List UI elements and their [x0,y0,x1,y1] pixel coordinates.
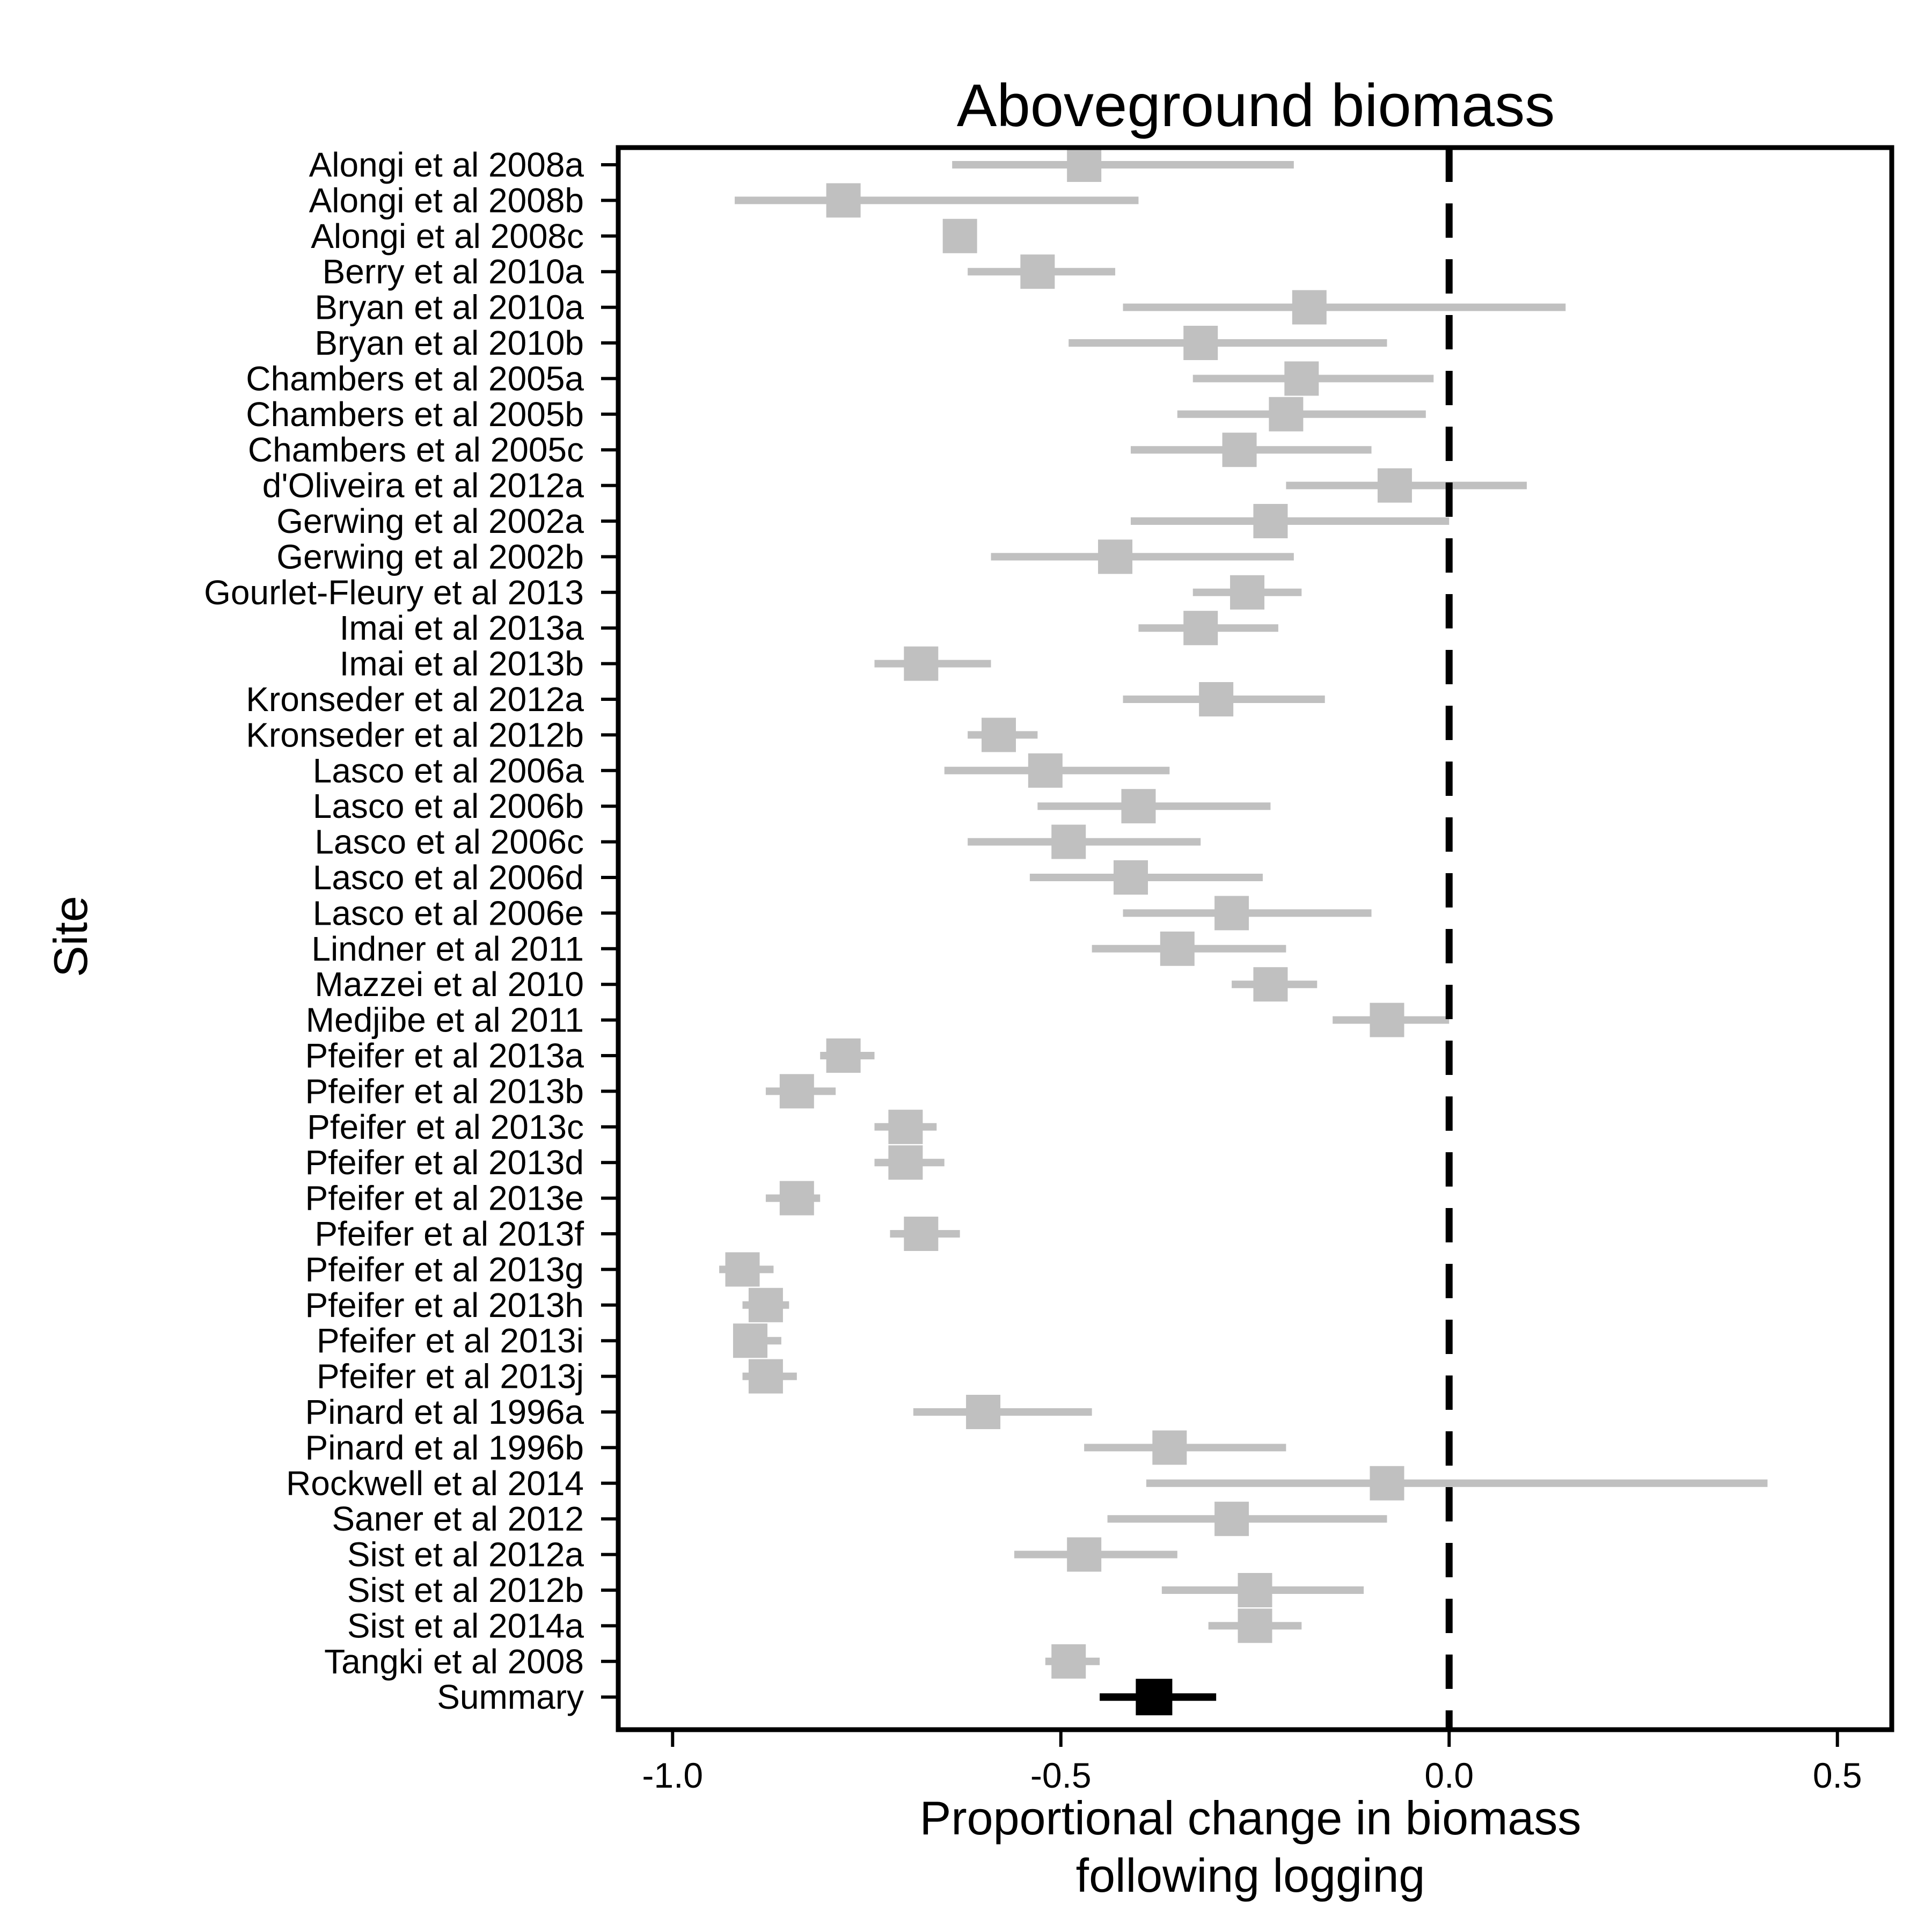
study-point [779,1181,814,1216]
site-label: Berry et al 2010a [323,252,584,291]
study-point [1230,575,1265,610]
site-label: Lasco et al 2006a [313,751,584,790]
study-point [966,1395,1001,1429]
site-label: Lasco et al 2006c [314,823,584,861]
study-point [748,1359,783,1394]
x-tick-label: -1.0 [642,1755,703,1795]
site-label: Pinard et al 1996b [305,1428,584,1467]
study-point [1238,1608,1272,1643]
study-point [888,1109,923,1144]
site-label: Pfeifer et al 2013e [305,1179,584,1218]
study-point [942,218,977,253]
site-label: Pinard et al 1996a [305,1393,584,1431]
site-label: Pfeifer et al 2013f [314,1214,584,1253]
study-point [826,183,861,218]
x-tick-label: 0.0 [1424,1755,1474,1795]
study-point [748,1287,783,1322]
site-label: Sist et al 2014a [347,1606,584,1645]
study-point [982,718,1016,752]
site-label: Chambers et al 2005c [248,430,584,469]
site-label: Imai et al 2013a [340,609,584,647]
study-point [1183,326,1218,360]
site-label: Bryan et al 2010a [314,288,584,327]
study-point [1269,397,1304,431]
site-label: Rockwell et al 2014 [286,1464,584,1503]
study-point [1222,433,1257,467]
y-axis-label: Site [44,896,97,977]
site-label: Mazzei et al 2010 [314,965,584,1004]
site-label: Gerwing et al 2002a [276,502,584,540]
study-point [1377,468,1412,503]
study-point [888,1145,923,1180]
study-point [1214,1502,1249,1536]
study-point [1113,860,1148,895]
study-point [1051,824,1086,859]
study-point [904,1217,939,1251]
site-label: Alongi et al 2008b [309,181,584,219]
site-label: Chambers et al 2005a [246,359,584,398]
site-label: Pfeifer et al 2013a [305,1036,584,1075]
site-label: Kronseder et al 2012b [246,715,584,754]
site-label: Gerwing et al 2002b [276,537,584,576]
site-label: Alongi et al 2008a [309,145,584,184]
study-point [1121,789,1156,824]
study-point [1370,1002,1404,1037]
plot-frame [616,145,1894,1732]
site-label: Lasco et al 2006b [313,787,584,825]
study-point [904,646,939,681]
site-label: Medjibe et al 2011 [306,1001,584,1040]
site-label: Bryan et al 2010b [314,324,584,362]
site-label: Saner et al 2012 [332,1499,584,1538]
summary-point [1136,1679,1173,1716]
study-point [1067,148,1102,182]
study-point [1253,967,1288,1002]
site-label: Pfeifer et al 2013j [317,1357,584,1396]
study-point [733,1323,767,1358]
study-point [826,1038,861,1073]
study-point [1183,611,1218,646]
site-label: Alongi et al 2008c [311,217,584,255]
x-tick-label: -0.5 [1030,1755,1092,1795]
study-point [1199,682,1234,716]
study-point [1020,254,1055,289]
study-point [1214,896,1249,931]
site-label: Pfeifer et al 2013h [305,1286,584,1324]
site-label: Pfeifer et al 2013b [305,1072,584,1110]
study-point [779,1074,814,1109]
study-point [1152,1430,1187,1465]
site-label: Lasco et al 2006e [313,894,584,932]
study-point [1284,361,1319,396]
site-label: Pfeifer et al 2013g [305,1250,584,1289]
chart-title: Aboveground biomass [957,72,1555,139]
site-label: Chambers et al 2005b [246,395,584,434]
study-point [725,1252,760,1287]
site-label: Summary [437,1678,584,1716]
site-label: Kronseder et al 2012a [246,680,584,719]
x-axis-label-line-2: following logging [1076,1849,1425,1902]
site-label: Gourlet-Fleury et al 2013 [204,573,584,612]
site-label: Pfeifer et al 2013i [317,1321,584,1360]
site-label: Imai et al 2013b [340,645,584,683]
site-label: Sist et al 2012b [347,1571,584,1609]
site-label: Sist et al 2012a [347,1535,584,1574]
site-label: Lindner et al 2011 [311,930,584,968]
study-point [1370,1466,1404,1501]
study-point [1028,753,1063,788]
study-point [1253,504,1288,538]
study-point [1160,931,1195,966]
site-label: Pfeifer et al 2013d [305,1143,584,1182]
x-tick-label: 0.5 [1813,1755,1862,1795]
study-point [1098,539,1133,574]
site-label: d'Oliveira et al 2012a [262,466,584,505]
study-point [1067,1537,1102,1572]
site-label: Lasco et al 2006d [313,858,584,897]
study-point [1292,290,1327,325]
study-point [1238,1573,1272,1607]
site-label: Pfeifer et al 2013c [307,1108,584,1146]
site-label: Tangki et al 2008 [324,1642,584,1681]
study-point [1051,1644,1086,1679]
x-axis-label-line-1: Proportional change in biomass [920,1791,1582,1845]
